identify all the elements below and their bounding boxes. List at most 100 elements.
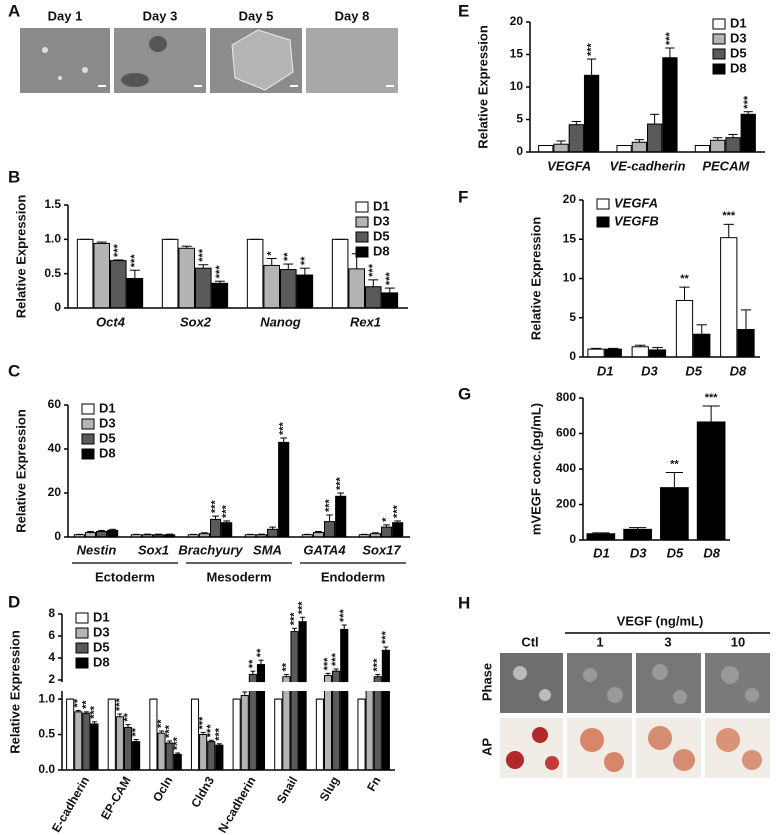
bar [693,333,711,358]
y-tick-label: 200 [556,497,576,511]
legend-label: D5 [93,639,110,654]
significance: *** [88,705,100,719]
column-label: Ctl [521,634,538,649]
group-label: Endoderm [321,569,385,584]
significance: ** [670,458,679,470]
bar [173,753,182,771]
y-tick-label: 8 [48,606,55,620]
bar [267,528,279,538]
y-tick-label: 20 [48,485,62,499]
significance: *** [338,608,350,622]
significance: * [266,251,278,256]
y-axis-label: Relative Expression [475,25,490,149]
y-tick-label: 20 [510,14,524,28]
bar [107,529,119,538]
significance: *** [372,658,384,672]
bar [210,518,222,538]
bar [365,286,382,309]
bar [392,522,404,538]
bar [274,698,283,771]
panel-letter: F [458,187,468,206]
significance: *** [112,243,124,257]
y-tick-label: 0.5 [44,266,61,280]
legend-label: D5 [730,45,747,60]
bar [586,533,616,541]
legend-label: D5 [99,430,116,445]
significance: ** [80,700,92,709]
significance: ** [130,727,142,736]
legend-swatch [355,246,369,258]
bar [616,145,632,153]
significance: *** [129,254,141,268]
x-tick-label: D3 [641,363,658,378]
group-label: Mesoderm [206,569,271,584]
bar [76,238,94,309]
bar [178,247,196,309]
significance: ** [155,719,167,728]
x-tick-label: Snail [274,774,300,806]
bar [381,526,393,538]
bar [256,664,266,771]
significance: ** [280,662,292,671]
x-tick-label: EP-CAM [98,774,134,822]
y-tick-label: 40 [48,441,62,455]
y-tick-label: 0 [569,532,576,546]
y-tick-label: 4 [48,650,55,664]
bar [696,421,726,541]
significance: *** [335,476,347,490]
bar [149,698,158,771]
bar [553,143,569,153]
significance: *** [742,95,754,109]
y-tick-label: 15 [510,47,524,61]
bar [221,522,233,538]
legend-swatch [355,231,369,243]
bar [583,74,600,153]
legend-swatch [81,418,95,430]
x-tick-label: E-cadherin [49,774,92,835]
x-tick-label: Brachyury [178,542,243,557]
legend-swatch [355,216,369,228]
x-tick-label: Sox1 [138,542,169,557]
legend-label: D1 [373,198,390,213]
y-tick-label: 0 [569,349,576,363]
x-tick-label: Fn [364,774,383,794]
y-tick-label: 0.0 [38,762,55,776]
x-tick-label: PECAM [702,158,750,173]
bar [240,695,249,771]
legend-label: D8 [373,243,390,258]
y-tick-label: 1.5 [44,197,61,211]
y-axis-label: Relative Expression [13,195,28,319]
bar [365,683,374,771]
bar [90,723,99,771]
y-tick-label: 5 [516,112,523,126]
significance: ** [299,256,311,265]
bar [648,349,667,358]
bar [296,274,314,309]
panel-letter: D [8,592,20,611]
panel-letter: G [458,384,471,403]
bar [263,264,280,309]
column-label: 10 [731,634,745,649]
y-axis-label: mVEGF conc.(pg/mL) [528,403,543,535]
x-tick-label: Sox17 [362,542,401,557]
bar [115,716,124,771]
bar [82,712,91,771]
bar [211,282,229,309]
x-tick-label: Nestin [77,542,117,557]
legend-swatch [75,657,89,669]
significance: *** [722,210,736,222]
bar [647,123,663,153]
significance: *** [214,265,226,279]
bar [335,495,347,538]
significance: *** [172,736,184,750]
x-tick-label: GATA4 [303,542,346,557]
y-tick-label: 60 [48,397,62,411]
legend-swatch [712,63,726,75]
legend-swatch [75,612,89,624]
x-tick-label: D5 [667,545,684,560]
image-label: Day 1 [48,8,83,23]
bar [195,267,212,309]
panel-letter: C [8,361,20,380]
significance: *** [585,42,597,56]
significance: *** [114,697,126,711]
